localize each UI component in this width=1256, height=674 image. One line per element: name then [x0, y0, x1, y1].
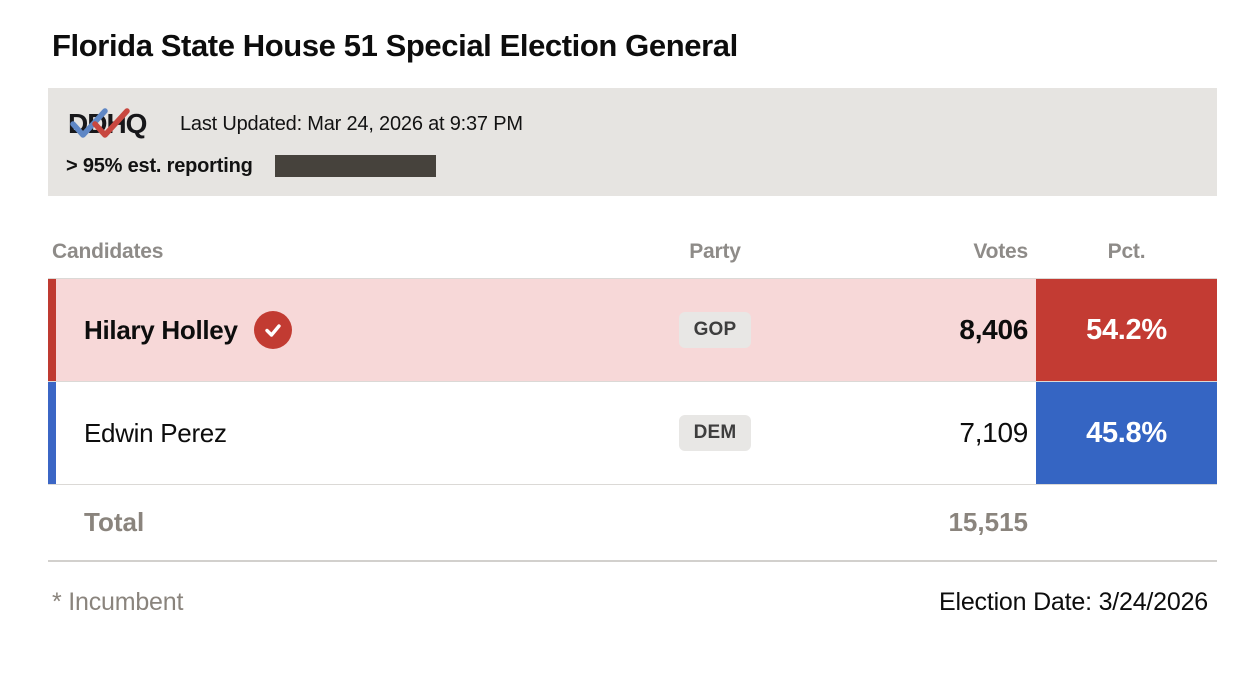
election-results-widget: Florida State House 51 Special Election … [48, 28, 1217, 617]
pct-cell: 45.8% [1036, 382, 1217, 484]
candidate-name: Edwin Perez [84, 417, 227, 448]
total-row: Total 15,515 [48, 484, 1217, 562]
reporting-label: > 95% est. reporting [66, 154, 253, 177]
ddhq-logo[interactable]: DDHQ [66, 104, 166, 144]
candidate-name: Hilary Holley [84, 314, 238, 345]
page-title: Florida State House 51 Special Election … [52, 28, 738, 63]
status-line-updated: DDHQ Last Updated: Mar 24, 2026 at 9:37 … [66, 102, 1199, 146]
party-badge: GOP [678, 312, 752, 348]
total-label: Total [84, 507, 145, 537]
header-votes: Votes [973, 240, 1028, 263]
election-date: Election Date: 3/24/2026 [938, 588, 1208, 616]
party-badge: DEM [678, 415, 752, 451]
header-party: Party [689, 240, 741, 263]
party-cell: GOP [640, 279, 790, 381]
candidate-name-cell: Edwin Perez [56, 382, 640, 484]
party-accent-bar [48, 279, 56, 381]
party-cell: DEM [640, 382, 790, 484]
header-pct: Pct. [1107, 240, 1146, 263]
incumbent-note: * Incumbent [52, 588, 184, 616]
total-votes-value: 15,515 [948, 507, 1028, 537]
candidate-row: Edwin Perez DEM 7,109 45.8% [48, 381, 1217, 484]
last-updated-text: Last Updated: Mar 24, 2026 at 9:37 PM [180, 112, 523, 135]
votes-value: 8,406 [959, 314, 1028, 345]
status-bar: DDHQ Last Updated: Mar 24, 2026 at 9:37 … [48, 88, 1217, 196]
footer: * Incumbent Election Date: 3/24/2026 [48, 588, 1217, 617]
votes-cell: 7,109 [790, 382, 1028, 484]
reporting-progress-bar [274, 155, 443, 177]
candidate-row: Hilary Holley GOP 8,406 54.2% [48, 278, 1217, 381]
results-table: Candidates Party Votes Pct. Hilary Holle… [48, 226, 1217, 562]
party-accent-bar [48, 382, 56, 484]
table-header-row: Candidates Party Votes Pct. [48, 226, 1217, 278]
ddhq-logo-checkmarks-icon [70, 108, 130, 138]
reporting-progress-fill [274, 155, 436, 177]
candidate-name-cell: Hilary Holley [56, 279, 640, 381]
votes-cell: 8,406 [790, 279, 1028, 381]
winner-check-icon [253, 311, 292, 349]
votes-value: 7,109 [959, 417, 1028, 448]
header-candidates: Candidates [52, 240, 164, 263]
status-line-reporting: > 95% est. reporting [66, 152, 1199, 180]
pct-cell: 54.2% [1036, 279, 1217, 381]
